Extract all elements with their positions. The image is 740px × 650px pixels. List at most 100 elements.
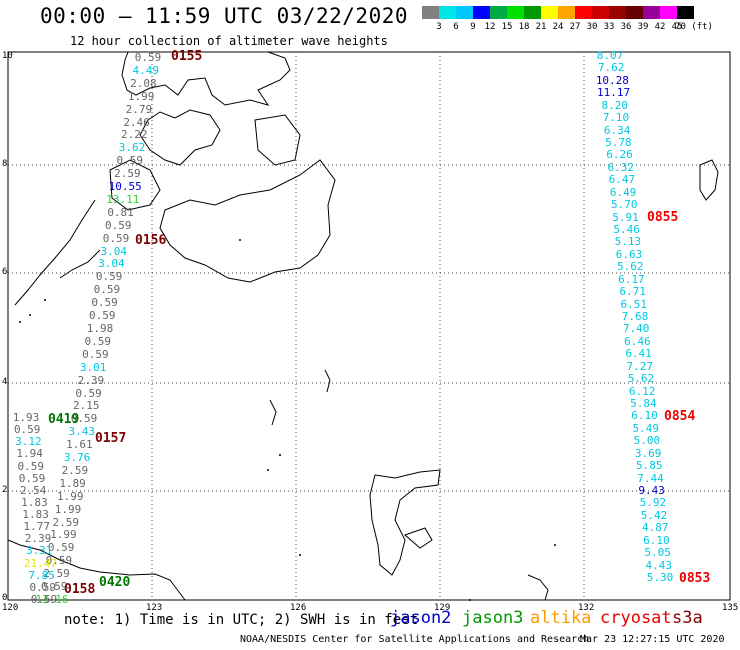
west-track-value: 3.04 (98, 257, 125, 271)
jason3-track-value: 21.47 (23, 556, 57, 570)
colorbar-swatch (575, 6, 592, 19)
east-track-value: 5.49 (632, 421, 659, 435)
legend-s3a: s3a (672, 608, 703, 628)
lat-tick-2: 2 (2, 485, 8, 495)
page-subtitle: 12 hour collection of altimeter wave hei… (70, 34, 388, 48)
lon-tick-135: 135 (722, 603, 739, 613)
west-track-value: 1.99 (127, 89, 155, 103)
jason3-track-value: 1.93 (12, 411, 40, 424)
colorbar-swatch (422, 6, 439, 19)
east-track-value: 6.41 (625, 347, 652, 361)
west-track-value: 2.59 (43, 567, 70, 581)
east-track-value: 7.10 (602, 111, 630, 125)
jason3-track-value: 2.39 (24, 532, 52, 546)
lat-tick-0: 0 (2, 593, 8, 603)
east-track-value: 6.17 (618, 272, 645, 286)
east-track-value: 5.84 (630, 397, 657, 410)
coast-samar (254, 114, 301, 166)
colorbar-label: 18 (518, 22, 530, 32)
east-track-value: 9.43 (638, 484, 665, 497)
colorbar-swatch (626, 6, 643, 19)
west-track-value: 3.76 (63, 451, 91, 465)
legend-altika: altika (530, 608, 592, 628)
colorbar-swatch (592, 6, 609, 19)
west-track-value: 1.89 (59, 476, 86, 490)
west-track-value: 0.59 (41, 580, 68, 594)
colorbar-label: 15 (501, 22, 513, 32)
coast-sulawesi-arm (404, 527, 433, 549)
colorbar-label: 3 (436, 22, 442, 32)
colorbar-swatch (660, 6, 677, 19)
east-track-value: 6.46 (624, 334, 651, 348)
west-track-value: 0.59 (84, 334, 111, 348)
east-track-value: 4.87 (641, 521, 669, 535)
pass-label-0155: 0155 (171, 49, 203, 64)
west-track-value: 0.59 (95, 270, 123, 284)
east-track-value: 5.05 (644, 546, 671, 560)
coast-zamboanga (59, 249, 101, 279)
pass-label-0853: 0853 (679, 571, 711, 586)
west-track-value: 1.99 (54, 502, 82, 516)
colorbar-label: 21 (535, 22, 547, 32)
east-track-value: 6.71 (619, 285, 646, 299)
west-track-value: 3.01 (79, 360, 107, 374)
west-track-value: 2.15 (73, 399, 100, 413)
colorbar-swatch (541, 6, 558, 19)
coast-sangihe (269, 399, 277, 426)
west-track-value: 1.98 (86, 322, 114, 335)
west-track-value: 0.59 (82, 347, 109, 361)
west-track-value: 0.81 (107, 205, 134, 219)
coast-panay (109, 159, 161, 211)
jason3-track-value: 0.59 (30, 593, 58, 606)
colorbar-label: 9 (470, 22, 476, 32)
lat-tick-6: 6 (2, 267, 8, 277)
jason3-track-value: 3.12 (15, 435, 42, 449)
lat-tick-8: 8 (2, 159, 8, 169)
west-track-value: 0.59 (102, 231, 130, 245)
jason3-track-value: 1.77 (23, 520, 51, 534)
east-track-value: 5.46 (613, 223, 640, 236)
coast-palawan (14, 199, 96, 306)
east-track-value: 3.69 (634, 446, 662, 460)
west-track-value: 2.39 (77, 373, 105, 387)
west-track-value: 0.59 (134, 51, 162, 64)
east-track-value: 5.62 (616, 260, 644, 274)
coast-mindanao (159, 159, 336, 283)
east-track-value: 8.20 (601, 98, 629, 112)
east-track-value: 11.17 (597, 86, 631, 100)
footer-note: note: 1) Time is in UTC; 2) SWH is in fe… (64, 612, 419, 628)
west-track-value: 0.59 (105, 218, 132, 232)
colorbar-swatch (643, 6, 660, 19)
colorbar-swatch (507, 6, 524, 19)
east-track-value: 6.49 (609, 185, 637, 199)
east-track-value: 5.91 (612, 210, 639, 224)
east-track-value: 10.28 (595, 73, 629, 87)
graticule (8, 52, 730, 600)
west-track-value: 2.22 (121, 128, 148, 142)
east-track-value: 6.10 (631, 409, 658, 423)
coastlines (7, 51, 719, 601)
east-track-value: 5.30 (646, 571, 674, 584)
footer-timestamp: Mar 23 12:27:15 UTC 2020 (580, 634, 725, 645)
west-track-value: 10.55 (108, 180, 142, 194)
pass-label-0420: 0420 (99, 575, 131, 590)
jason3-track-value: 0.59 (17, 459, 45, 473)
coast-sulawesi (369, 469, 441, 576)
colorbar-label: 33 (603, 22, 615, 32)
east-track-value: 6.47 (608, 173, 636, 187)
colorbar-label: 30 (586, 22, 598, 32)
west-track-value: 0.59 (45, 554, 73, 568)
west-track-value: 2.46 (123, 115, 150, 129)
colorbar-swatch (524, 6, 541, 19)
west-track-value: 0.59 (47, 541, 75, 555)
colorbar-label: 45 (671, 22, 683, 32)
pass-label-0855: 0855 (647, 210, 679, 225)
small-islands (19, 239, 556, 601)
east-track-value: 6.12 (628, 384, 656, 398)
coast-palau (699, 159, 719, 201)
east-track-value: 5.70 (611, 198, 638, 212)
east-track-value: 6.63 (615, 247, 643, 261)
west-track-value: 0.59 (93, 283, 121, 297)
legend-cryosat: cryosat (600, 608, 672, 628)
west-track-value: 1.61 (66, 438, 93, 452)
